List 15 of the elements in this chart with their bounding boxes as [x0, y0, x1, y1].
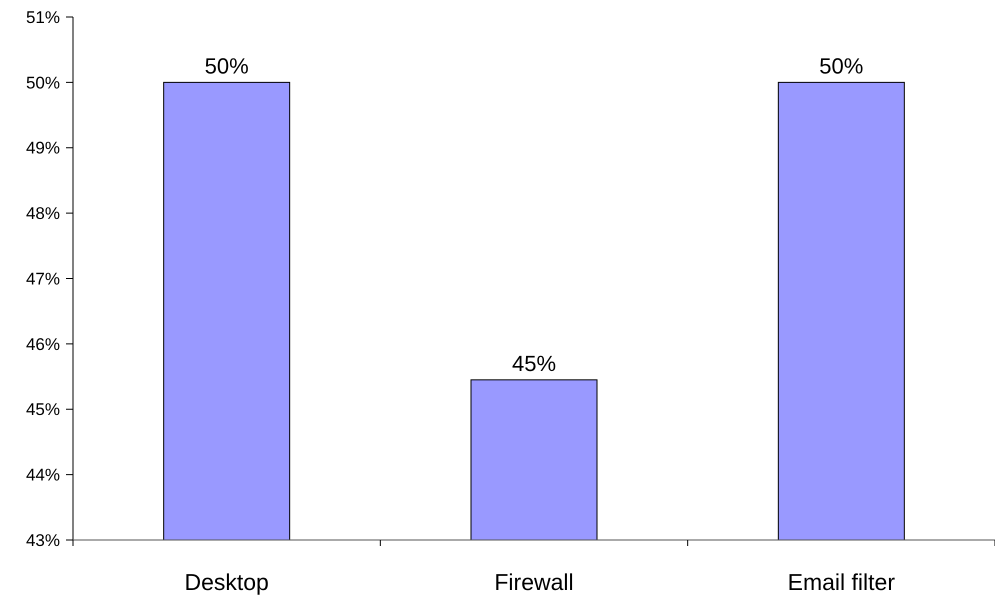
data-label: 50%: [819, 53, 864, 78]
y-tick-label: 47%: [26, 269, 60, 288]
y-tick-label: 45%: [26, 400, 60, 420]
x-tick-label: Desktop: [184, 569, 269, 595]
data-label: 45%: [512, 350, 556, 376]
y-tick-label: 46%: [26, 334, 60, 354]
y-tick-label: 48%: [26, 204, 60, 224]
x-tick-label: Firewall: [494, 569, 574, 595]
x-tick-label: Email filter: [788, 569, 896, 595]
data-label: 50%: [204, 53, 249, 78]
y-tick-label: 44%: [26, 466, 60, 485]
y-tick-label: 43%: [26, 530, 60, 550]
y-tick-label: 51%: [26, 8, 60, 27]
y-tick-label: 50%: [26, 73, 60, 92]
y-tick-label: 49%: [26, 138, 60, 158]
